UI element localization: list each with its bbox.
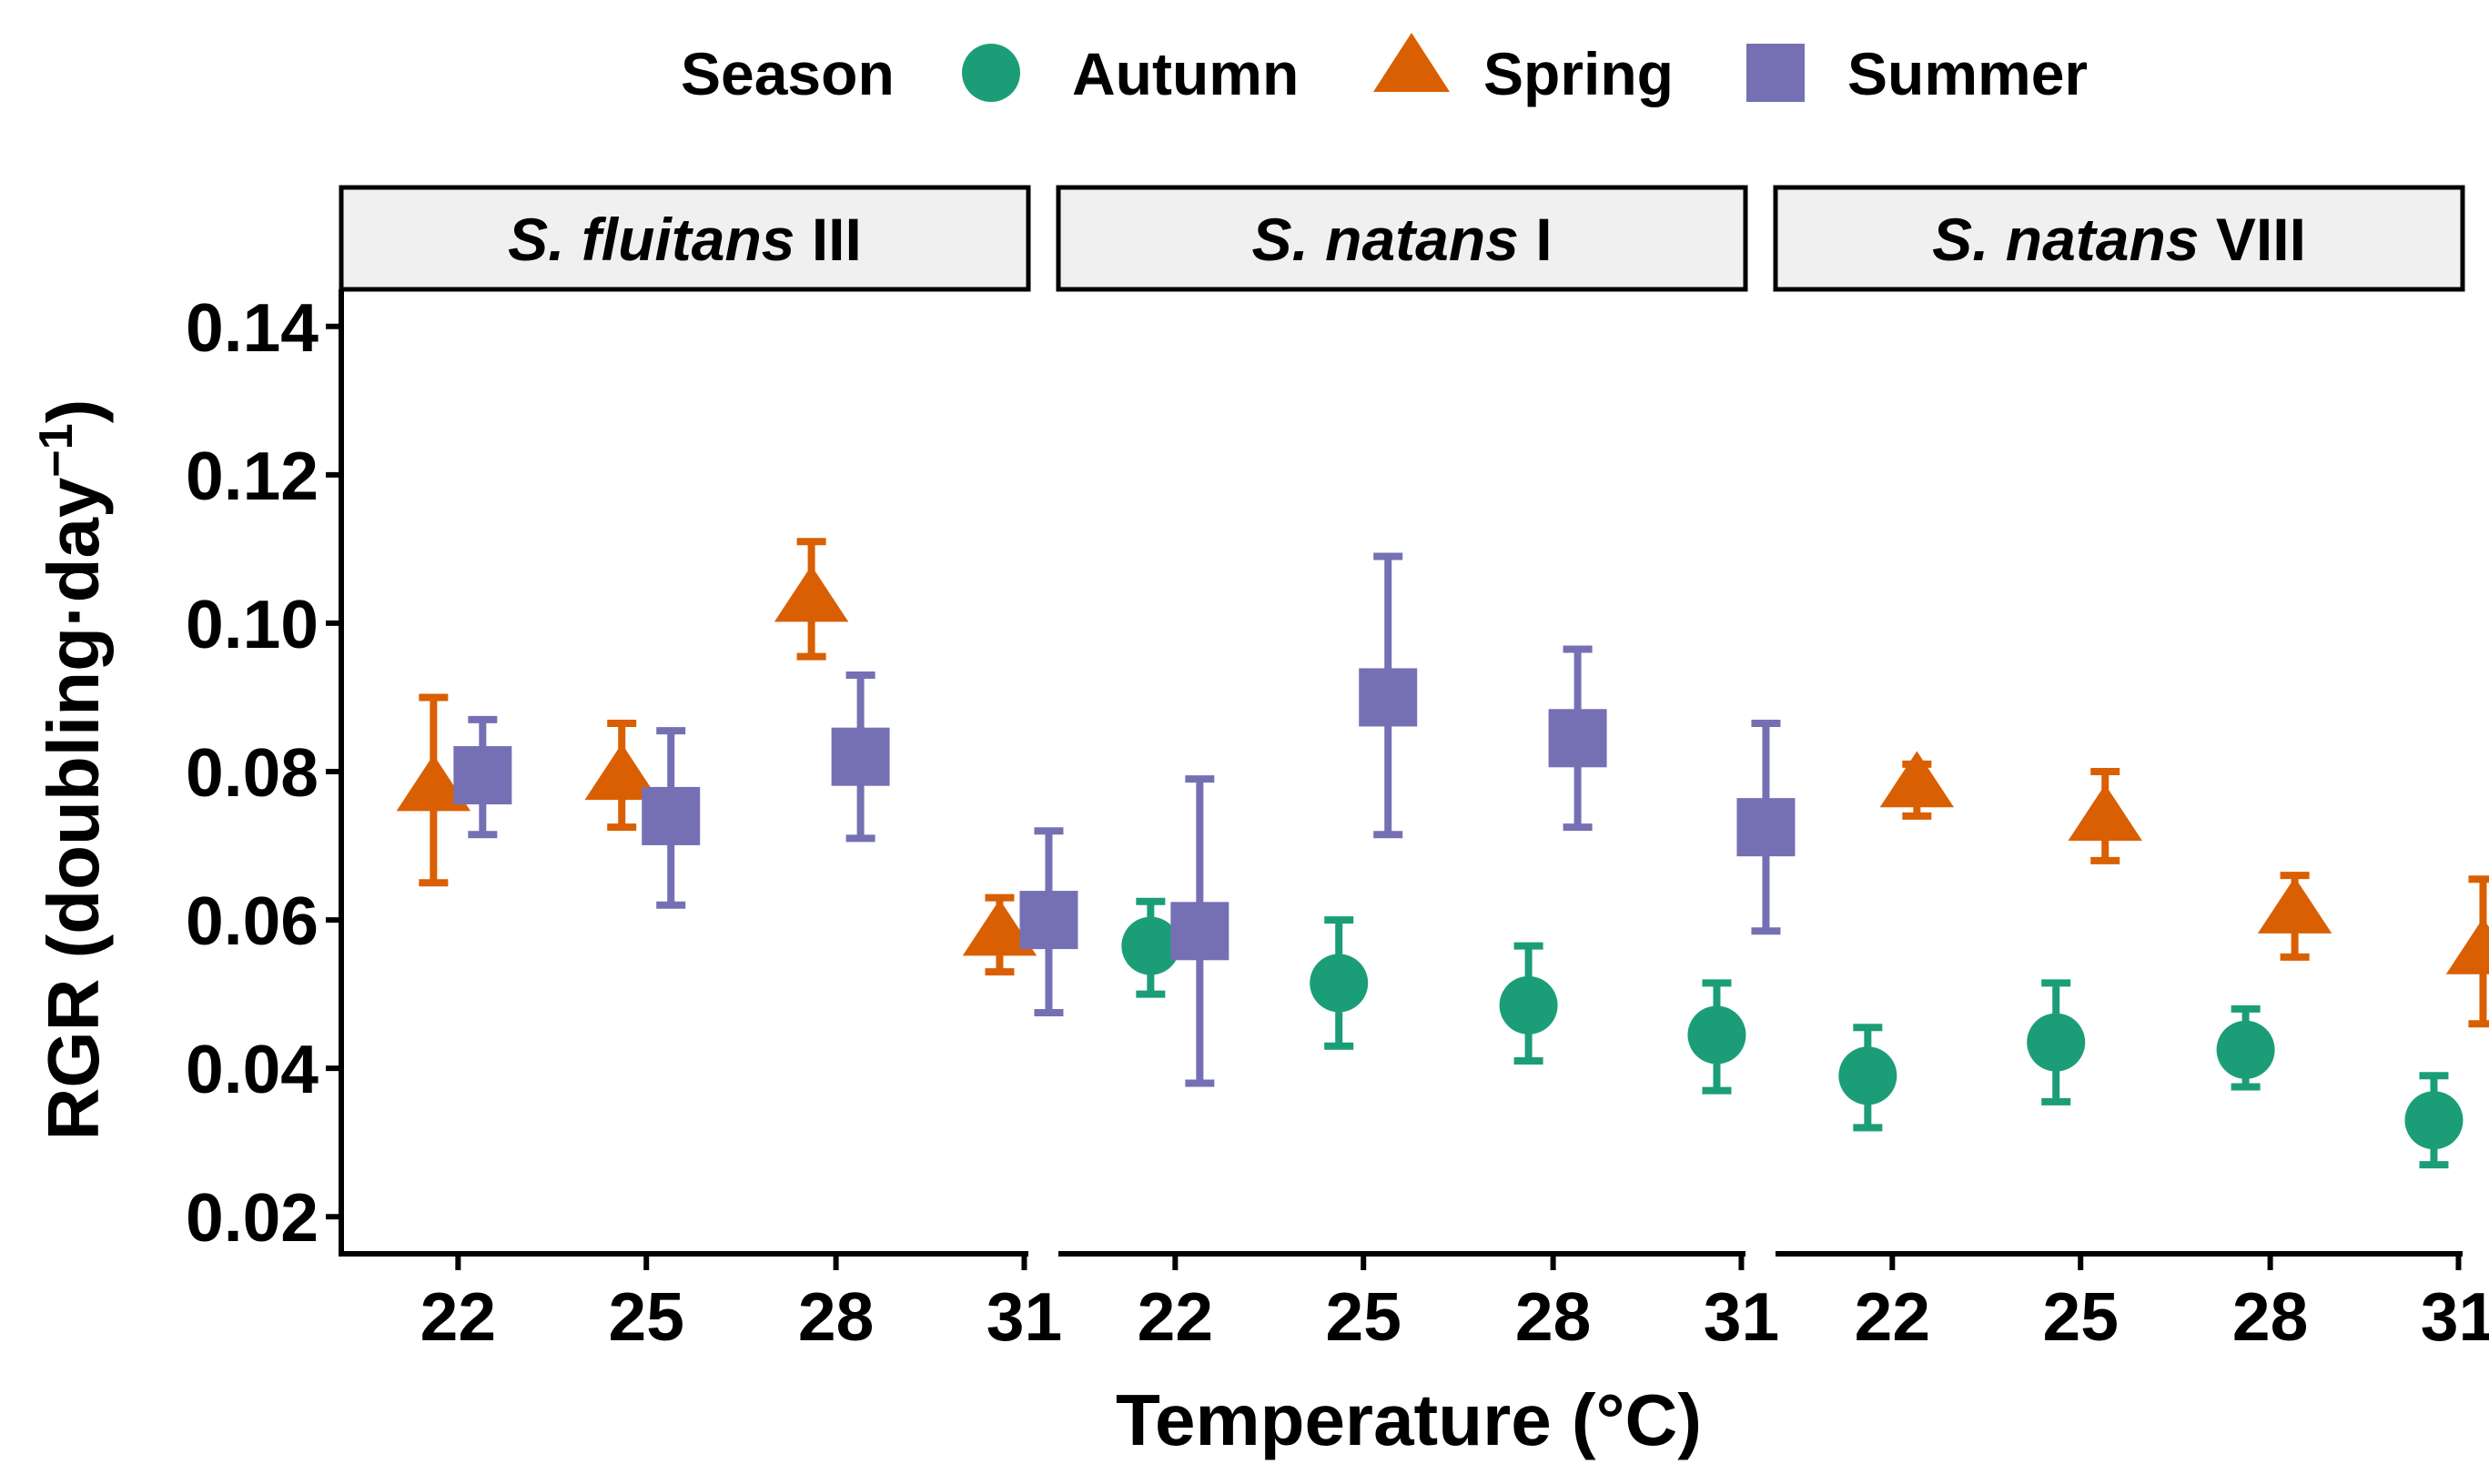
autumn-marker xyxy=(1310,954,1369,1013)
summer-marker xyxy=(1019,891,1078,950)
summer-marker xyxy=(1359,668,1418,727)
panel-label-strain: I xyxy=(1519,206,1553,273)
panel-strip-2 xyxy=(1056,185,1748,292)
x-tick-label: 25 xyxy=(2043,1278,2119,1355)
panel-label-3: S. natans VIII xyxy=(1932,206,2306,273)
y-axis-title-superscript: −1 xyxy=(30,423,83,477)
summer-point-2-31 xyxy=(1736,720,1796,935)
y-tick-label: 0.08 xyxy=(186,734,319,811)
summer-point-1-22 xyxy=(453,715,512,839)
x-tick-label: 25 xyxy=(1326,1278,1401,1355)
x-tick-label: 28 xyxy=(798,1278,874,1355)
legend: Season Autumn Spring Summer xyxy=(681,33,2088,107)
panel-label-2: S. natans I xyxy=(1251,206,1552,273)
autumn-point-3-31 xyxy=(2404,1072,2464,1169)
summer-point-2-22 xyxy=(1170,775,1229,1087)
spring-point-3-28 xyxy=(2257,872,2332,961)
autumn-point-2-31 xyxy=(1687,979,1746,1095)
spring-marker xyxy=(396,754,471,812)
spring-point-1-28 xyxy=(774,538,849,661)
autumn-marker xyxy=(2404,1091,2464,1150)
x-axes: 22 25 28 31 22 25 28 31 22 25 28 31 xyxy=(341,1251,2489,1355)
autumn-point-2-28 xyxy=(1499,942,1558,1065)
spring-marker xyxy=(1879,751,1955,808)
summer-point-1-31 xyxy=(1019,827,1078,1016)
panel-label-strain: VIII xyxy=(2200,206,2306,273)
y-tick-label: 0.02 xyxy=(186,1179,319,1256)
y-tick-label: 0.04 xyxy=(186,1031,319,1107)
y-tick-label: 0.10 xyxy=(186,586,319,662)
x-tick-label: 22 xyxy=(420,1278,496,1355)
panel-label-1: S. fluitans III xyxy=(508,206,862,273)
summer-point-2-25 xyxy=(1359,552,1418,839)
y-tick-label: 0.14 xyxy=(186,289,319,366)
summer-marker xyxy=(831,727,890,786)
autumn-marker xyxy=(2027,1013,2086,1072)
autumn-marker xyxy=(1499,975,1558,1035)
spring-marker xyxy=(962,899,1037,956)
summer-marker xyxy=(1548,709,1607,768)
panel-strips: S. fluitans III S. natans I S. natans VIII xyxy=(339,185,2465,292)
x-axis-title: Temperature (°C) xyxy=(1116,1379,1702,1460)
y-axis: 0.02 0.04 0.06 0.08 0.10 0.12 0.14 xyxy=(186,289,344,1257)
x-tick-label: 22 xyxy=(1138,1278,1213,1355)
spring-point-3-31 xyxy=(2445,875,2489,1028)
autumn-marker xyxy=(1121,916,1180,975)
summer-marker xyxy=(1170,902,1229,961)
legend-title: Season xyxy=(681,40,895,107)
spring-point-1-22 xyxy=(396,693,471,887)
autumn-point-3-22 xyxy=(1838,1024,1897,1132)
panel-label-species: S. natans xyxy=(1251,206,1518,273)
autumn-marker xyxy=(1687,1005,1746,1065)
summer-point-1-25 xyxy=(642,727,701,909)
spring-marker xyxy=(584,743,659,801)
panel-label-species: S. natans xyxy=(1932,206,2199,273)
panel-strip-3 xyxy=(1773,185,2465,292)
y-tick-label: 0.12 xyxy=(186,438,319,514)
autumn-point-2-22 xyxy=(1121,897,1180,998)
summer-marker xyxy=(1736,798,1796,857)
spring-point-1-31 xyxy=(962,893,1037,976)
x-tick-label: 22 xyxy=(1855,1278,1930,1355)
data-marks xyxy=(396,538,2489,1169)
autumn-marker xyxy=(1838,1046,1897,1105)
x-tick-label: 31 xyxy=(2421,1278,2489,1355)
legend-autumn-label: Autumn xyxy=(1072,40,1299,107)
spring-point-1-25 xyxy=(584,720,659,832)
x-tick-label: 31 xyxy=(1704,1278,1779,1355)
autumn-point-3-25 xyxy=(2027,979,2086,1105)
x-tick-label: 28 xyxy=(1515,1278,1591,1355)
x-tick-label: 31 xyxy=(986,1278,1062,1355)
spring-marker xyxy=(774,565,849,622)
y-tick-label: 0.06 xyxy=(186,883,319,959)
legend-summer-label: Summer xyxy=(1847,40,2088,107)
spring-marker xyxy=(2445,917,2489,974)
y-axis-title-close: ) xyxy=(33,399,114,424)
y-axis-title-main: RGR (doubling·day xyxy=(33,477,114,1140)
legend-spring-marker xyxy=(1373,33,1450,92)
summer-marker xyxy=(453,746,512,805)
legend-summer-marker xyxy=(1746,44,1805,102)
x-tick-label: 28 xyxy=(2232,1278,2308,1355)
panel-label-strain: III xyxy=(795,206,862,273)
autumn-point-3-28 xyxy=(2216,1004,2275,1091)
spring-marker xyxy=(2257,877,2332,934)
summer-point-1-28 xyxy=(831,671,890,843)
summer-point-2-28 xyxy=(1548,645,1607,832)
x-tick-label: 25 xyxy=(609,1278,684,1355)
spring-point-3-25 xyxy=(2068,768,2142,864)
legend-autumn-marker xyxy=(962,44,1020,102)
legend-spring-label: Spring xyxy=(1483,40,1674,107)
autumn-marker xyxy=(2216,1020,2275,1079)
spring-marker xyxy=(2068,784,2142,841)
y-axis-title: RGR (doubling·day−1) xyxy=(30,399,114,1141)
summer-marker xyxy=(642,786,701,845)
panel-strip-1 xyxy=(339,185,1031,292)
panel-label-species: S. fluitans xyxy=(508,206,794,273)
spring-point-3-22 xyxy=(1879,751,1955,820)
autumn-point-2-25 xyxy=(1310,916,1369,1050)
